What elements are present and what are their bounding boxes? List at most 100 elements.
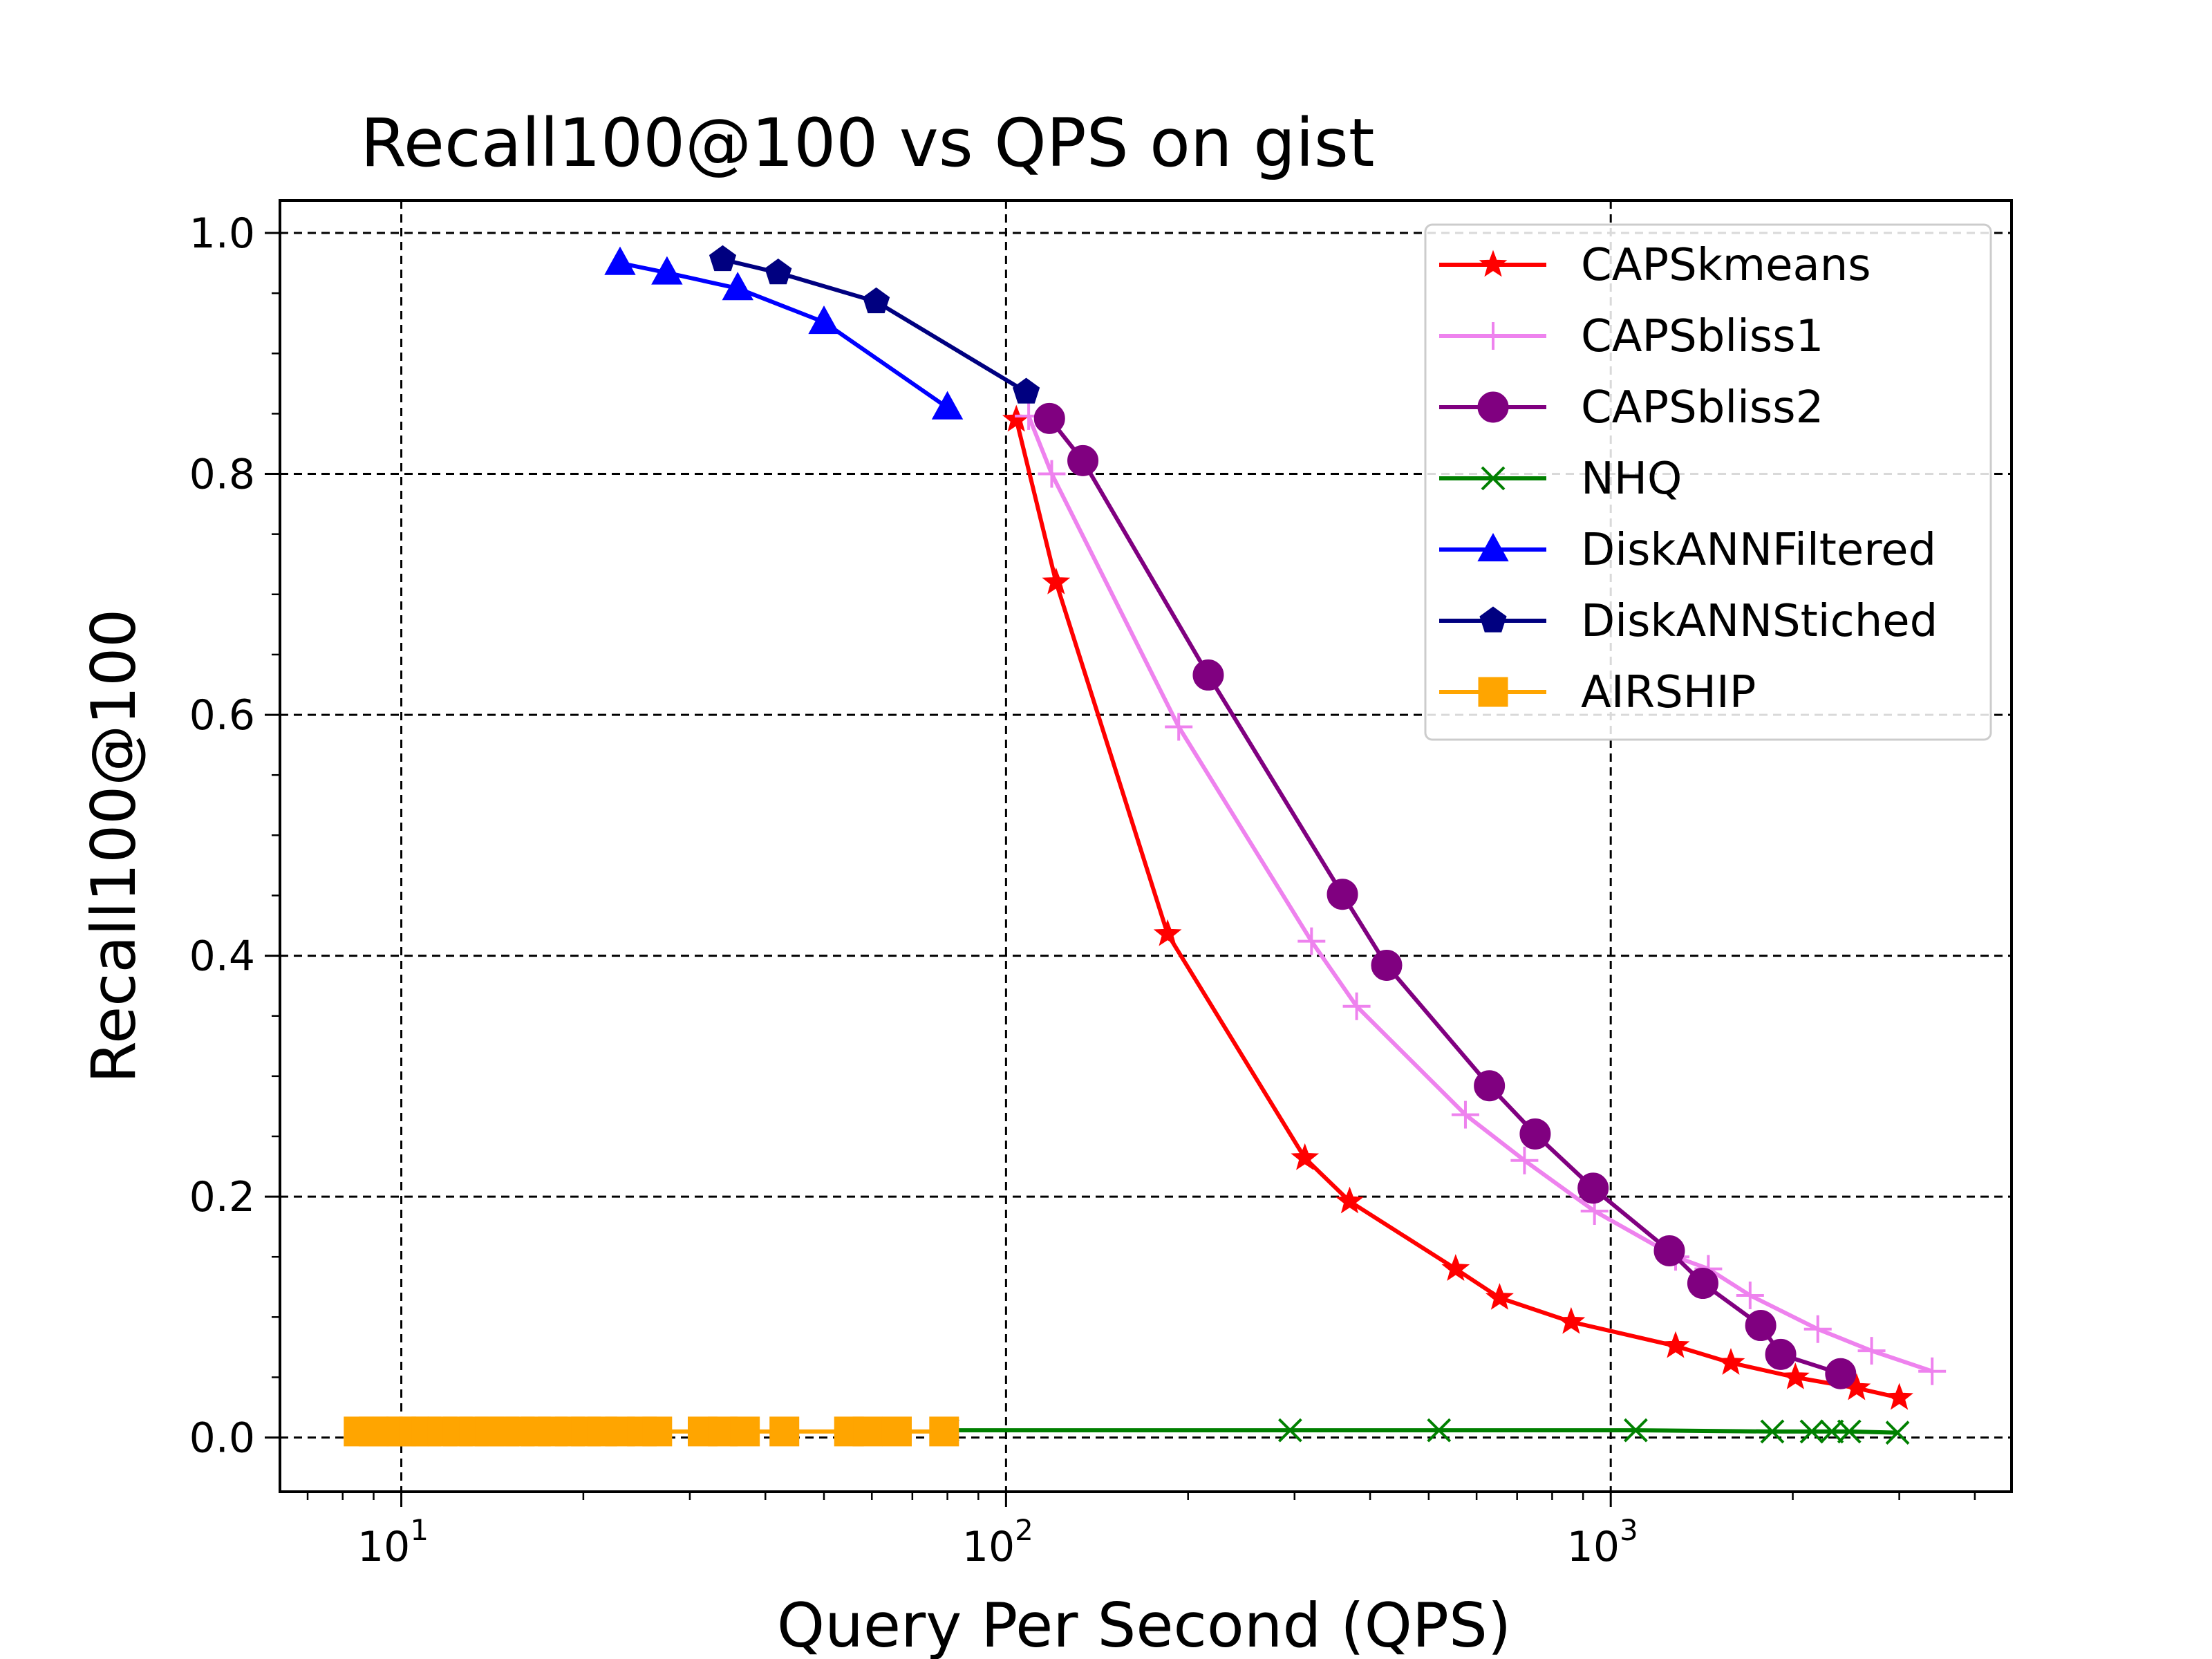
data-point-capsbliss1 <box>1857 1337 1886 1365</box>
y-tick-label: 1.0 <box>189 209 255 258</box>
data-point-diskannfiltered <box>604 246 636 275</box>
data-point-capsbliss1 <box>1803 1315 1832 1343</box>
data-point-nhq-b <box>1623 1418 1648 1443</box>
data-point-nhq <box>1623 1418 1648 1443</box>
data-point-nhq <box>1885 1421 1910 1445</box>
legend-entry-airship: AIRSHIP <box>1439 667 1756 718</box>
legend: CAPSkmeans CAPSbliss1 CAPSbliss2 NHQ DiskANN… <box>1424 223 1992 741</box>
data-point-capsbliss2 <box>1192 659 1224 691</box>
data-point-airship <box>769 1416 800 1447</box>
data-point-capskmeans <box>1485 1283 1514 1310</box>
data-point-capsbliss2 <box>1765 1338 1797 1370</box>
y-tick-label: 0.2 <box>189 1173 255 1221</box>
legend-marker-diskannfiltered <box>1477 532 1509 562</box>
series-diskannstiched <box>709 245 1040 404</box>
legend-marker-nhq-b <box>1481 466 1506 491</box>
data-point-diskannfiltered <box>722 272 753 301</box>
data-point-nhq-b <box>1837 1419 1862 1444</box>
y-tick-label: 0.8 <box>189 451 255 499</box>
data-point-capskmeans <box>1661 1331 1690 1358</box>
data-point-capsbliss2 <box>1474 1070 1506 1102</box>
data-point-nhq <box>1837 1419 1862 1444</box>
legend-label-capsbliss1: CAPSbliss1 <box>1581 311 1824 362</box>
legend-entry-diskannfiltered: DiskANNFiltered <box>1439 525 1936 576</box>
legend-label-nhq: NHQ <box>1581 453 1682 505</box>
series-capsbliss2 <box>1033 402 1857 1389</box>
data-point-nhq <box>1760 1419 1785 1444</box>
data-point-diskannstiched <box>765 258 792 285</box>
data-point-diskannfiltered <box>931 391 964 420</box>
legend-entry-diskannstiched: DiskANNStiched <box>1439 596 1938 647</box>
legend-marker-nhq <box>1481 466 1506 491</box>
legend-entry-capsbliss1: CAPSbliss1 <box>1439 311 1824 362</box>
data-point-capsbliss1 <box>1165 713 1193 741</box>
data-point-airship <box>730 1416 760 1447</box>
data-point-nhq-b <box>1427 1418 1452 1443</box>
series-line-nhq <box>947 1428 1898 1435</box>
series-line-diskannstiched <box>722 257 1028 394</box>
x-tick-label: 101 <box>357 1513 429 1571</box>
legend-marker-capskmeans <box>1479 250 1508 277</box>
data-point-capskmeans <box>1335 1186 1364 1214</box>
legend-label-diskannstiched: DiskANNStiched <box>1581 596 1938 647</box>
data-point-capsbliss2 <box>1519 1118 1551 1150</box>
data-point-capskmeans <box>1441 1254 1470 1281</box>
series-diskannfiltered <box>604 246 964 420</box>
legend-entry-nhq: NHQ <box>1439 453 1682 505</box>
y-tick-label: 0.4 <box>189 932 255 981</box>
data-point-nhq <box>1819 1419 1844 1444</box>
data-point-nhq-b <box>1760 1419 1785 1444</box>
data-point-diskannfiltered <box>651 256 683 285</box>
data-point-capsbliss1 <box>1038 460 1066 488</box>
data-point-airship <box>642 1416 673 1447</box>
x-axis-label: Query Per Second (QPS) <box>777 1590 1511 1659</box>
data-point-capsbliss2 <box>1033 402 1065 434</box>
legend-box <box>1424 223 1992 741</box>
y-tick-label: 0.0 <box>189 1414 255 1463</box>
x-tick-label: 102 <box>962 1513 1033 1571</box>
data-point-nhq-b <box>1819 1419 1844 1444</box>
data-point-capsbliss2 <box>1653 1235 1685 1266</box>
plot-frame <box>279 199 2013 1493</box>
data-point-nhq <box>1427 1418 1452 1443</box>
data-point-capskmeans <box>1716 1348 1745 1375</box>
data-point-capskmeans <box>1153 919 1182 946</box>
x-tick-label: 103 <box>1567 1513 1638 1571</box>
data-point-nhq-b <box>1885 1421 1910 1445</box>
data-point-capsbliss1 <box>1342 992 1371 1020</box>
chart-title: Recall100@100 vs QPS on gist <box>361 104 1375 182</box>
data-point-nhq-b <box>1277 1418 1302 1443</box>
series-layer <box>344 245 1947 1447</box>
data-point-diskannstiched <box>863 287 890 314</box>
data-point-nhq-b <box>1799 1419 1824 1444</box>
data-point-capsbliss2 <box>1067 444 1099 476</box>
data-point-diskannstiched <box>709 245 737 272</box>
data-point-airship <box>852 1416 883 1447</box>
data-point-capsbliss2 <box>1371 950 1403 982</box>
legend-label-diskannfiltered: DiskANNFiltered <box>1581 525 1936 576</box>
data-point-capsbliss2 <box>1327 879 1358 910</box>
legend-entry-capsbliss2: CAPSbliss2 <box>1439 382 1824 433</box>
legend-marker-capsbliss2 <box>1477 391 1509 423</box>
data-point-capsbliss2 <box>1687 1268 1718 1300</box>
legend-marker-capsbliss1 <box>1479 322 1507 350</box>
y-tick-label: 0.6 <box>189 691 255 740</box>
data-point-capskmeans <box>1042 567 1071 594</box>
data-point-nhq <box>1277 1418 1302 1443</box>
legend-marker-diskannstiched <box>1479 606 1507 632</box>
legend-marker-airship <box>1478 677 1508 707</box>
data-point-airship <box>929 1416 959 1447</box>
data-point-nhq <box>1799 1419 1824 1444</box>
ticks: 101 102 103 0.0 0.2 0.4 0.6 0.8 1.0 <box>189 209 1976 1571</box>
data-point-capsbliss1 <box>1736 1281 1764 1309</box>
data-point-capskmeans <box>1885 1382 1913 1410</box>
data-point-diskannstiched <box>1013 377 1040 404</box>
data-point-diskannfiltered <box>808 305 840 335</box>
legend-label-capsbliss2: CAPSbliss2 <box>1581 382 1824 433</box>
y-axis-label: Recall100@100 <box>78 609 149 1083</box>
data-point-capsbliss1 <box>1918 1357 1947 1385</box>
data-point-capsbliss2 <box>1825 1358 1857 1389</box>
legend-label-airship: AIRSHIP <box>1581 667 1756 718</box>
data-point-capskmeans <box>1781 1362 1810 1389</box>
